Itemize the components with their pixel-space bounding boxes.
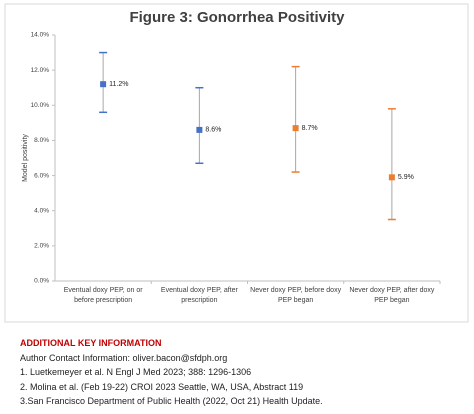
- footer-heading: ADDITIONAL KEY INFORMATION: [20, 338, 162, 348]
- x-tick-label: Eventual doxy PEP, after prescription: [160, 287, 238, 304]
- y-tick-label: 14.0%: [31, 32, 50, 39]
- y-axis-label: Model positivity: [22, 134, 29, 182]
- value-label: 8.6%: [205, 127, 221, 134]
- footer-line: Author Contact Information: oliver.bacon…: [20, 352, 228, 363]
- footer: ADDITIONAL KEY INFORMATION Author Contac…: [20, 336, 323, 409]
- value-label: 8.7%: [302, 125, 318, 132]
- y-tick-label: 2.0%: [34, 243, 49, 250]
- y-tick-label: 12.0%: [31, 67, 50, 74]
- value-label: 5.9%: [398, 174, 414, 181]
- footer-line: 3.San Francisco Department of Public Hea…: [20, 396, 323, 406]
- chart: Figure 3: Gonorrhea Positivity Model pos…: [4, 3, 469, 323]
- point: [292, 125, 299, 132]
- x-tick-label: Never doxy PEP, before doxy PEP began: [250, 287, 342, 304]
- y-tick-label: 10.0%: [31, 102, 50, 109]
- chart-title: Figure 3: Gonorrhea Positivity: [129, 9, 345, 26]
- y-tick-label: 4.0%: [34, 207, 49, 214]
- point: [100, 81, 107, 88]
- point: [196, 126, 203, 133]
- y-tick-label: 0.0%: [34, 278, 49, 285]
- footer-line: 1. Luetkemeyer et al. N Engl J Med 2023;…: [20, 367, 252, 377]
- x-tick-label: Never doxy PEP, after doxy PEP began: [349, 287, 435, 304]
- chart-frame: [4, 3, 469, 323]
- value-label: 11.2%: [109, 81, 128, 88]
- y-tick-label: 6.0%: [34, 172, 49, 179]
- x-tick-label: Eventual doxy PEP, on or before prescrip…: [63, 287, 143, 304]
- y-tick-label: 8.0%: [34, 137, 49, 144]
- point: [388, 174, 395, 181]
- footer-line: 2. Molina et al. (Feb 19-22) CROI 2023 S…: [20, 381, 304, 392]
